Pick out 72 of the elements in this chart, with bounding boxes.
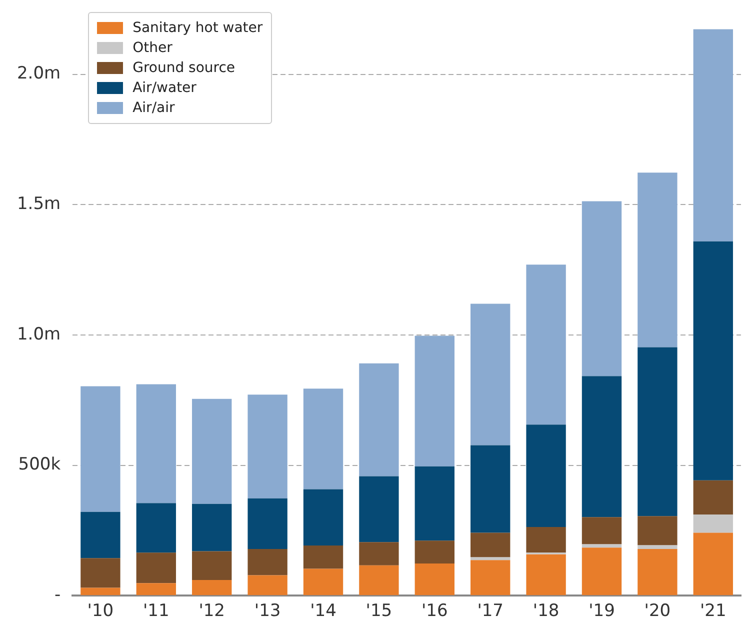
bar bbox=[192, 551, 232, 580]
y-tick-label: 500k bbox=[18, 454, 61, 475]
x-tick-label: '20 bbox=[644, 601, 671, 622]
bar bbox=[136, 552, 176, 584]
legend-label: Other bbox=[132, 39, 172, 58]
x-tick-label: '15 bbox=[366, 601, 392, 622]
bar bbox=[359, 476, 399, 542]
x-tick-label: '13 bbox=[254, 601, 281, 622]
bar bbox=[80, 386, 120, 512]
x-tick-label: '11 bbox=[142, 601, 170, 622]
bar bbox=[693, 532, 733, 596]
x-tick-label: '12 bbox=[198, 601, 226, 622]
bar bbox=[414, 540, 454, 564]
bar bbox=[638, 516, 678, 546]
y-tick-label: 2.0m bbox=[16, 64, 61, 84]
bar bbox=[80, 512, 120, 558]
bar bbox=[192, 504, 232, 552]
bar bbox=[248, 394, 288, 498]
bar bbox=[248, 575, 288, 596]
bar bbox=[638, 545, 678, 549]
bar bbox=[80, 588, 120, 596]
x-tick-label: '19 bbox=[588, 601, 615, 622]
bar bbox=[638, 347, 678, 516]
bar bbox=[470, 304, 510, 446]
bar bbox=[248, 498, 288, 549]
bar bbox=[693, 514, 733, 533]
bar bbox=[526, 554, 566, 596]
bar bbox=[470, 445, 510, 533]
bar bbox=[136, 583, 176, 596]
bar bbox=[414, 336, 454, 466]
bar bbox=[303, 489, 344, 546]
bar bbox=[414, 466, 454, 541]
y-tick-label: 1.0m bbox=[16, 324, 61, 344]
bar bbox=[192, 398, 232, 504]
y-tick-label: - bbox=[54, 585, 61, 606]
bar bbox=[80, 558, 120, 588]
bar bbox=[192, 580, 232, 596]
bar bbox=[693, 241, 733, 480]
x-tick-label: '14 bbox=[310, 601, 336, 622]
bar bbox=[303, 546, 344, 569]
bar bbox=[693, 29, 733, 242]
legend-label: Ground source bbox=[132, 59, 236, 78]
bar bbox=[638, 548, 678, 596]
bar bbox=[136, 384, 176, 504]
bar bbox=[526, 424, 566, 528]
bar bbox=[248, 548, 288, 576]
x-tick-label: '18 bbox=[532, 601, 560, 622]
bar bbox=[303, 388, 344, 490]
bar bbox=[526, 527, 566, 553]
bar bbox=[582, 201, 622, 376]
bar bbox=[359, 565, 399, 596]
x-tick-label: '21 bbox=[700, 601, 726, 622]
bar bbox=[414, 564, 454, 596]
bar bbox=[470, 532, 510, 558]
bar bbox=[136, 503, 176, 553]
bar bbox=[526, 264, 566, 425]
legend-label: Sanitary hot water bbox=[132, 19, 263, 38]
y-tick-label: 1.5m bbox=[16, 194, 61, 214]
bar bbox=[693, 480, 733, 515]
bar bbox=[359, 363, 399, 476]
bar bbox=[359, 542, 399, 566]
bar bbox=[582, 517, 622, 544]
bar bbox=[470, 560, 510, 596]
legend-label: Air/water bbox=[132, 79, 196, 98]
x-tick-label: '10 bbox=[87, 601, 114, 622]
bar bbox=[303, 568, 344, 596]
bar bbox=[582, 376, 622, 518]
x-tick-label: '16 bbox=[421, 601, 448, 622]
bar bbox=[582, 548, 622, 596]
legend-label: Air/air bbox=[132, 99, 175, 118]
x-tick-label: '17 bbox=[477, 601, 504, 622]
bar bbox=[638, 172, 678, 348]
